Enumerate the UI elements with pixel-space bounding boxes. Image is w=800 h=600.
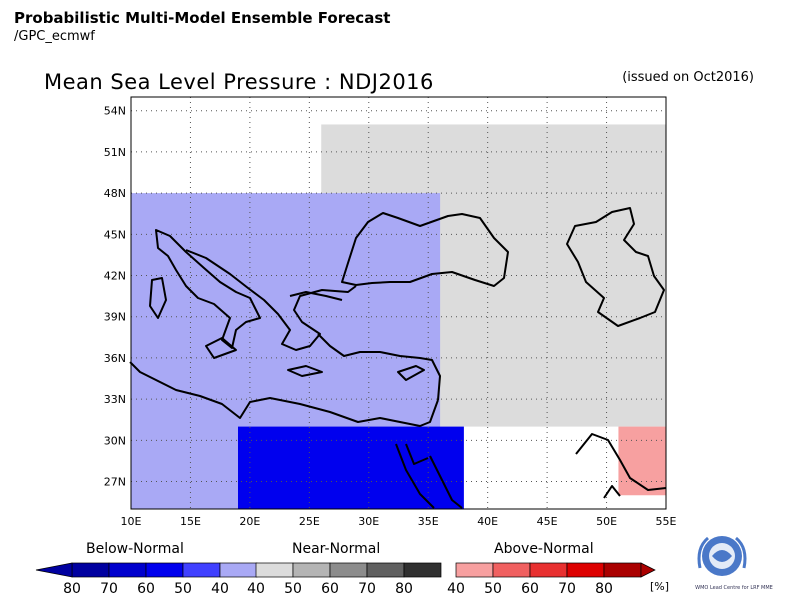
sicily-coast xyxy=(205,337,237,359)
italy-coast xyxy=(155,229,261,349)
lat-tick-27N: 27N xyxy=(104,476,126,489)
lat-tick-48N: 48N xyxy=(104,187,126,200)
crete-coast xyxy=(287,365,323,377)
lon-tick-25E: 25E xyxy=(299,515,320,528)
axis-labels: 10E 15E 20E 25E 30E 35E 40E 45E 50E 55E 54N 51N 48N 4… xyxy=(104,105,677,528)
lon-tick-15E: 15E xyxy=(180,515,201,528)
legend-unit: [%] xyxy=(650,580,670,593)
legend-above-title: Above-Normal xyxy=(494,541,594,557)
caspian-sea-coast xyxy=(566,207,665,327)
turkey-south-coast xyxy=(317,333,441,401)
lat-tick-45N: 45N xyxy=(104,228,126,241)
lon-tick-55E: 55E xyxy=(656,515,677,528)
persian-gulf-coast xyxy=(575,433,667,499)
levant-north-africa-coast xyxy=(129,361,439,427)
lon-tick-50E: 50E xyxy=(596,515,617,528)
legend-below-title: Below-Normal xyxy=(86,541,184,557)
wmo-logo xyxy=(697,536,747,576)
map-title: Mean Sea Level Pressure : NDJ2016 xyxy=(44,70,434,94)
lat-tick-30N: 30N xyxy=(104,434,126,447)
cyprus-coast xyxy=(397,365,425,381)
figure-title: Probabilistic Multi-Model Ensemble Forec… xyxy=(14,9,391,27)
lat-tick-42N: 42N xyxy=(104,270,126,283)
lon-tick-35E: 35E xyxy=(418,515,439,528)
lat-tick-36N: 36N xyxy=(104,352,126,365)
lat-tick-33N: 33N xyxy=(104,393,126,406)
lon-tick-30E: 30E xyxy=(358,515,379,528)
coastlines xyxy=(129,207,667,509)
balkans-coast xyxy=(185,249,357,351)
region-below-2 xyxy=(238,426,464,509)
red-sea-coast xyxy=(395,443,463,509)
marmara-coast xyxy=(289,291,343,301)
legend-near-title: Near-Normal xyxy=(292,541,381,557)
lat-tick-51N: 51N xyxy=(104,146,126,159)
lat-tick-39N: 39N xyxy=(104,311,126,324)
map-frame xyxy=(130,96,667,510)
region-above-3 xyxy=(618,426,666,496)
probability-regions xyxy=(131,124,666,509)
lon-tick-40E: 40E xyxy=(477,515,498,528)
issued-date: (issued on Oct2016) xyxy=(622,70,754,85)
wmo-logo-text: WMO Lead Centre for LRF MME xyxy=(695,585,773,591)
lon-tick-45E: 45E xyxy=(537,515,558,528)
lon-tick-20E: 20E xyxy=(239,515,260,528)
lat-tick-54N: 54N xyxy=(104,105,126,118)
lon-tick-10E: 10E xyxy=(121,515,142,528)
black-sea-coast xyxy=(341,212,509,287)
figure-subtitle: /GPC_ecmwf xyxy=(14,29,95,44)
sardinia-coast xyxy=(149,277,167,319)
